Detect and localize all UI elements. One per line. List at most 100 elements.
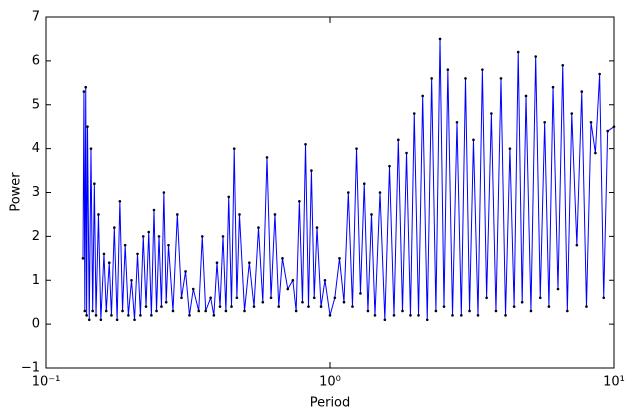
- data-point: [338, 257, 341, 260]
- data-point: [180, 296, 183, 300]
- data-point: [551, 85, 555, 89]
- data-point: [494, 309, 498, 313]
- data-point: [277, 305, 281, 308]
- data-point: [455, 121, 459, 124]
- data-point: [485, 296, 488, 300]
- data-point: [85, 314, 88, 317]
- data-point: [543, 121, 546, 124]
- data-point: [412, 112, 416, 115]
- data-point: [561, 63, 565, 67]
- data-point: [269, 296, 273, 300]
- data-point: [378, 191, 382, 194]
- data-point: [472, 138, 475, 142]
- data-point: [347, 191, 350, 194]
- data-point: [110, 314, 113, 317]
- data-point: [359, 292, 362, 295]
- y-tick-label: 3: [32, 185, 40, 200]
- data-point: [409, 314, 412, 317]
- data-point: [598, 72, 601, 76]
- data-point: [160, 305, 163, 308]
- data-point: [524, 94, 528, 98]
- data-point: [162, 191, 166, 194]
- y-tick-label: 0: [32, 317, 40, 332]
- data-point: [235, 296, 239, 300]
- data-point: [93, 182, 96, 186]
- data-point: [281, 257, 284, 260]
- data-point: [468, 309, 471, 313]
- data-point: [315, 226, 319, 229]
- y-axis-label: Power: [9, 172, 24, 212]
- data-point: [164, 300, 168, 304]
- data-point: [261, 300, 265, 304]
- data-point: [594, 151, 597, 155]
- data-point: [91, 309, 94, 313]
- data-point: [504, 314, 507, 317]
- data-point: [141, 235, 145, 238]
- data-point: [184, 270, 187, 273]
- data-point: [144, 305, 148, 308]
- data-point: [538, 296, 542, 300]
- data-point: [200, 235, 204, 238]
- data-point: [421, 94, 424, 98]
- data-point: [87, 318, 91, 322]
- y-tick-label: −1: [21, 361, 40, 376]
- data-point: [451, 314, 454, 317]
- data-point: [215, 261, 219, 265]
- data-point: [585, 305, 588, 308]
- data-point: [104, 309, 108, 313]
- x-axis-label: Period: [310, 396, 351, 411]
- data-point: [118, 199, 122, 203]
- data-point: [575, 243, 579, 247]
- data-point: [121, 309, 124, 313]
- data-line: [82, 38, 615, 320]
- data-point: [152, 208, 156, 212]
- data-point: [238, 213, 241, 216]
- data-point: [401, 309, 404, 313]
- data-point: [370, 213, 373, 216]
- data-point: [286, 287, 290, 291]
- x-tick-label: 10⁰: [319, 375, 341, 390]
- data-point: [97, 213, 100, 216]
- y-tick-label: 7: [32, 10, 40, 25]
- data-point: [425, 318, 429, 322]
- data-point: [328, 314, 332, 317]
- data-point: [133, 318, 136, 322]
- data-point: [434, 309, 438, 313]
- data-point: [81, 257, 85, 260]
- data-point: [333, 296, 337, 300]
- data-point: [312, 296, 316, 300]
- data-point: [566, 309, 569, 313]
- data-point: [417, 314, 420, 317]
- data-point: [265, 156, 269, 159]
- data-point: [204, 309, 207, 313]
- data-point: [373, 314, 377, 317]
- data-point: [86, 125, 89, 128]
- data-point: [392, 314, 396, 317]
- data-point: [123, 243, 127, 247]
- x-tick-label: 10⁻¹: [32, 375, 61, 390]
- data-point: [547, 305, 551, 308]
- data-point: [529, 309, 533, 313]
- y-tick-label: 6: [32, 53, 40, 68]
- data-point: [516, 50, 520, 54]
- data-point: [147, 230, 151, 234]
- data-point: [243, 309, 246, 313]
- data-point: [460, 314, 463, 317]
- data-point: [83, 309, 87, 313]
- data-point: [612, 125, 616, 128]
- data-point: [442, 305, 446, 308]
- data-point: [99, 318, 103, 322]
- data-point: [570, 112, 574, 115]
- data-point: [212, 314, 216, 317]
- y-tick-label: 2: [32, 229, 40, 244]
- data-point: [167, 243, 170, 247]
- data-point: [221, 235, 225, 238]
- data-point: [298, 199, 301, 203]
- data-point: [157, 235, 161, 238]
- data-point: [304, 142, 307, 146]
- data-point: [257, 226, 260, 229]
- data-point: [464, 77, 467, 80]
- data-point: [84, 85, 88, 89]
- data-point: [606, 129, 609, 133]
- data-point: [94, 314, 98, 317]
